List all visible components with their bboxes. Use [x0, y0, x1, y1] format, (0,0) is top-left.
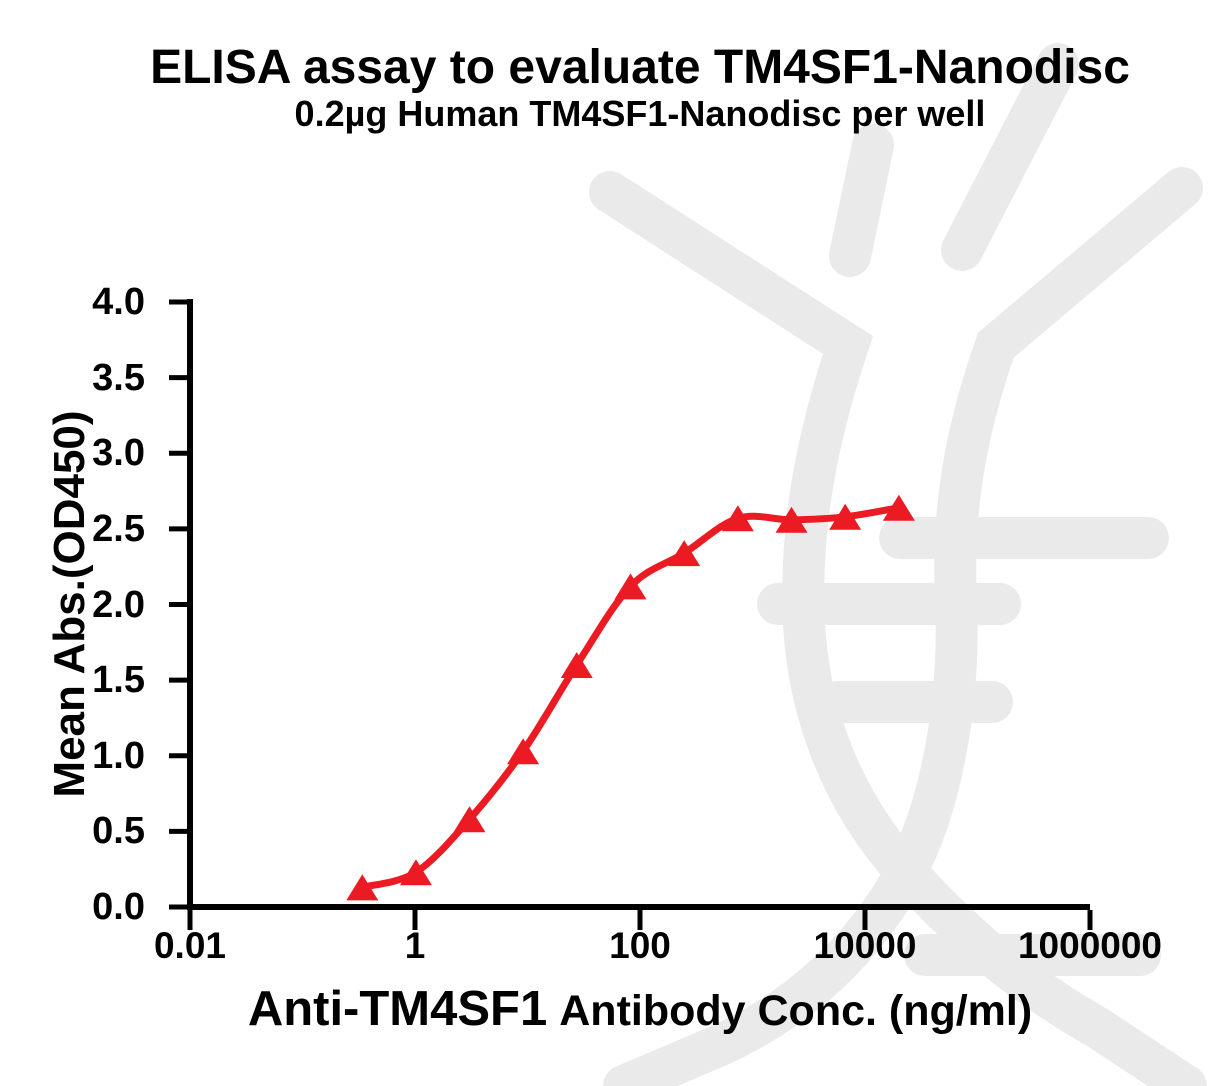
y-tick-label: 2.0 — [92, 583, 145, 626]
y-tick-label: 0.0 — [92, 886, 145, 928]
dna-strand-right — [603, 167, 1203, 1086]
x-tick-label: 10000 — [813, 925, 917, 966]
y-tick-label: 1.5 — [92, 659, 145, 702]
y-tick-label: 1.0 — [92, 734, 145, 777]
y-tick-label: 2.5 — [92, 507, 145, 550]
dna-strand-stub-right — [941, 43, 1079, 271]
data-point-marker — [668, 540, 701, 567]
data-point-marker — [346, 874, 379, 901]
x-tick-label: 100 — [609, 925, 671, 966]
y-tick-label: 3.0 — [92, 432, 145, 475]
chart-title: ELISA assay to evaluate TM4SF1-Nanodisc — [150, 41, 1130, 94]
x-axis-title-units: Antibody Conc. (ng/ml) — [559, 987, 1033, 1035]
data-point-marker — [453, 806, 486, 833]
x-axis-title: Anti-TM4SF1 Antibody Conc. (ng/ml) — [90, 982, 1190, 1037]
data-point-marker — [399, 859, 432, 886]
y-tick-label: 0.5 — [92, 810, 145, 853]
data-point-marker — [829, 503, 862, 530]
x-tick-label: 1000000 — [1017, 925, 1163, 966]
dna-strand-stub-left — [829, 124, 894, 277]
x-tick-label: 1 — [404, 925, 426, 966]
data-point-marker — [882, 494, 915, 521]
data-point-marker — [775, 506, 808, 533]
chart-subtitle: 0.2µg Human TM4SF1-Nanodisc per well — [294, 93, 986, 134]
dose-response-curve — [361, 504, 900, 891]
x-axis-title-main: Anti-TM4SF1 — [247, 982, 548, 1036]
data-point-marker — [721, 505, 754, 532]
x-tick-label: 0.01 — [153, 925, 226, 966]
y-tick-label: 4.0 — [92, 281, 145, 323]
y-tick-label: 3.5 — [92, 356, 145, 399]
data-point-marker — [614, 573, 647, 600]
data-point-marker — [507, 738, 540, 765]
data-point-marker — [560, 652, 593, 678]
